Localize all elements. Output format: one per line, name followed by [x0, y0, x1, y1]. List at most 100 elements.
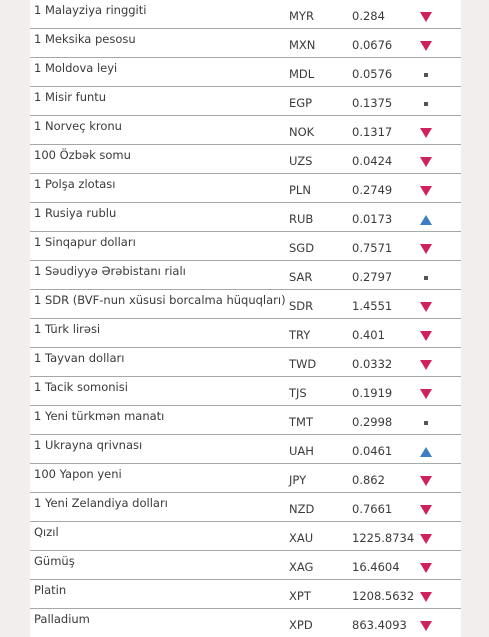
- table-row: 1 Moldova leyi MDL 0.0576: [30, 58, 461, 87]
- currency-code: SAR: [289, 270, 313, 284]
- triangle-down-icon: [420, 389, 432, 399]
- currency-name: Qızıl: [34, 525, 59, 539]
- triangle-up-icon: [420, 215, 432, 225]
- right-margin: [461, 0, 489, 637]
- currency-code: SDR: [289, 299, 314, 313]
- exchange-rate: 0.0576: [352, 67, 393, 81]
- currency-name: 1 Yeni Zelandiya dolları: [34, 496, 168, 510]
- exchange-rate: 0.7571: [352, 241, 393, 255]
- currency-name: 100 Özbək somu: [34, 148, 131, 162]
- table-row: 100 Yapon yeni JPY 0.862: [30, 464, 461, 493]
- currency-code: XPD: [289, 618, 313, 632]
- currency-code: TWD: [289, 357, 317, 371]
- exchange-rate: 0.2749: [352, 183, 393, 197]
- exchange-rate: 0.0424: [352, 154, 393, 168]
- exchange-rate: 0.1375: [352, 96, 393, 110]
- triangle-up-icon: [420, 447, 432, 457]
- table-row: 1 Səudiyyə Ərəbistanı rialı SAR 0.2797: [30, 261, 461, 290]
- exchange-rate: 0.0332: [352, 357, 393, 371]
- table-row: Gümüş XAG 16.4604: [30, 551, 461, 580]
- currency-code: MDL: [289, 67, 315, 81]
- currency-name: Palladium: [34, 612, 90, 626]
- exchange-rate: 1.4551: [352, 299, 393, 313]
- currency-name: 1 Polşa zlotası: [34, 177, 116, 191]
- exchange-rate: 0.0461: [352, 444, 393, 458]
- triangle-down-icon: [420, 331, 432, 341]
- triangle-down-icon: [420, 157, 432, 167]
- currency-code: XAG: [289, 560, 314, 574]
- currency-name: 1 Norveç kronu: [34, 119, 122, 133]
- triangle-down-icon: [420, 302, 432, 312]
- table-row: 1 SDR (BVF-nun xüsusi borcalma hüquqları…: [30, 290, 461, 319]
- currency-code: NZD: [289, 502, 315, 516]
- currency-code: MXN: [289, 38, 316, 52]
- currency-code: XAU: [289, 531, 314, 545]
- table-row: Platin XPT 1208.5632: [30, 580, 461, 609]
- triangle-down-icon: [420, 12, 432, 22]
- currency-code: XPT: [289, 589, 311, 603]
- left-margin: [0, 0, 30, 637]
- currency-code: UZS: [289, 154, 313, 168]
- exchange-rate: 0.1317: [352, 125, 393, 139]
- exchange-rate: 1208.5632: [352, 589, 415, 603]
- currency-code: TMT: [289, 415, 313, 429]
- currency-code: NOK: [289, 125, 315, 139]
- currency-code: RUB: [289, 212, 314, 226]
- currency-code: MYR: [289, 9, 314, 23]
- currency-code: PLN: [289, 183, 311, 197]
- table-row: 100 Özbək somu UZS 0.0424: [30, 145, 461, 174]
- currency-name: 1 Misir funtu: [34, 90, 107, 104]
- currency-code: TJS: [289, 386, 307, 400]
- table-row: 1 Sinqapur dolları SGD 0.7571: [30, 232, 461, 261]
- table-row: 1 Yeni Zelandiya dolları NZD 0.7661: [30, 493, 461, 522]
- triangle-down-icon: [420, 360, 432, 370]
- currency-name: 1 SDR (BVF-nun xüsusi borcalma hüquqları…: [34, 293, 286, 307]
- table-row: 1 Norveç kronu NOK 0.1317: [30, 116, 461, 145]
- triangle-down-icon: [420, 534, 432, 544]
- square-dot-icon: [420, 70, 432, 80]
- triangle-down-icon: [420, 505, 432, 515]
- currency-name: 100 Yapon yeni: [34, 467, 122, 481]
- table-row: Palladium XPD 863.4093: [30, 609, 461, 637]
- table-row: Qızıl XAU 1225.8734: [30, 522, 461, 551]
- triangle-down-icon: [420, 476, 432, 486]
- exchange-rate: 0.2797: [352, 270, 393, 284]
- currency-code: EGP: [289, 96, 313, 110]
- triangle-down-icon: [420, 621, 432, 631]
- currency-code: SGD: [289, 241, 315, 255]
- triangle-down-icon: [420, 186, 432, 196]
- table-row: 1 Meksika pesosu MXN 0.0676: [30, 29, 461, 58]
- exchange-rate: 0.0676: [352, 38, 393, 52]
- currency-name: 1 Türk lirəsi: [34, 322, 101, 336]
- table-row: 1 Rusiya rublu RUB 0.0173: [30, 203, 461, 232]
- table-row: 1 Yeni türkmən manatı TMT 0.2998: [30, 406, 461, 435]
- exchange-rate: 0.284: [352, 9, 385, 23]
- exchange-rate: 0.0173: [352, 212, 393, 226]
- currency-name: Platin: [34, 583, 67, 597]
- exchange-rate: 0.7661: [352, 502, 393, 516]
- currency-name: 1 Rusiya rublu: [34, 206, 117, 220]
- currency-code: JPY: [289, 473, 307, 487]
- table-row: 1 Tacik somonisi TJS 0.1919: [30, 377, 461, 406]
- table-row: 1 Misir funtu EGP 0.1375: [30, 87, 461, 116]
- currency-rates-table: 1 Malayziya ringgiti MYR 0.284 1 Meksika pe…: [30, 0, 461, 637]
- exchange-rate: 863.4093: [352, 618, 407, 632]
- triangle-down-icon: [420, 563, 432, 573]
- exchange-rate: 0.401: [352, 328, 385, 342]
- currency-name: 1 Malayziya ringgiti: [34, 3, 147, 17]
- currency-name: 1 Meksika pesosu: [34, 32, 136, 46]
- triangle-down-icon: [420, 41, 432, 51]
- triangle-down-icon: [420, 128, 432, 138]
- square-dot-icon: [420, 418, 432, 428]
- currency-name: Gümüş: [34, 554, 75, 568]
- triangle-down-icon: [420, 592, 432, 602]
- currency-name: 1 Yeni türkmən manatı: [34, 409, 165, 423]
- exchange-rate: 0.862: [352, 473, 385, 487]
- currency-name: 1 Moldova leyi: [34, 61, 118, 75]
- currency-name: 1 Tayvan dolları: [34, 351, 125, 365]
- exchange-rate: 16.4604: [352, 560, 400, 574]
- currency-name: 1 Səudiyyə Ərəbistanı rialı: [34, 264, 186, 278]
- currency-code: TRY: [289, 328, 311, 342]
- table-row: 1 Ukrayna qrivnası UAH 0.0461: [30, 435, 461, 464]
